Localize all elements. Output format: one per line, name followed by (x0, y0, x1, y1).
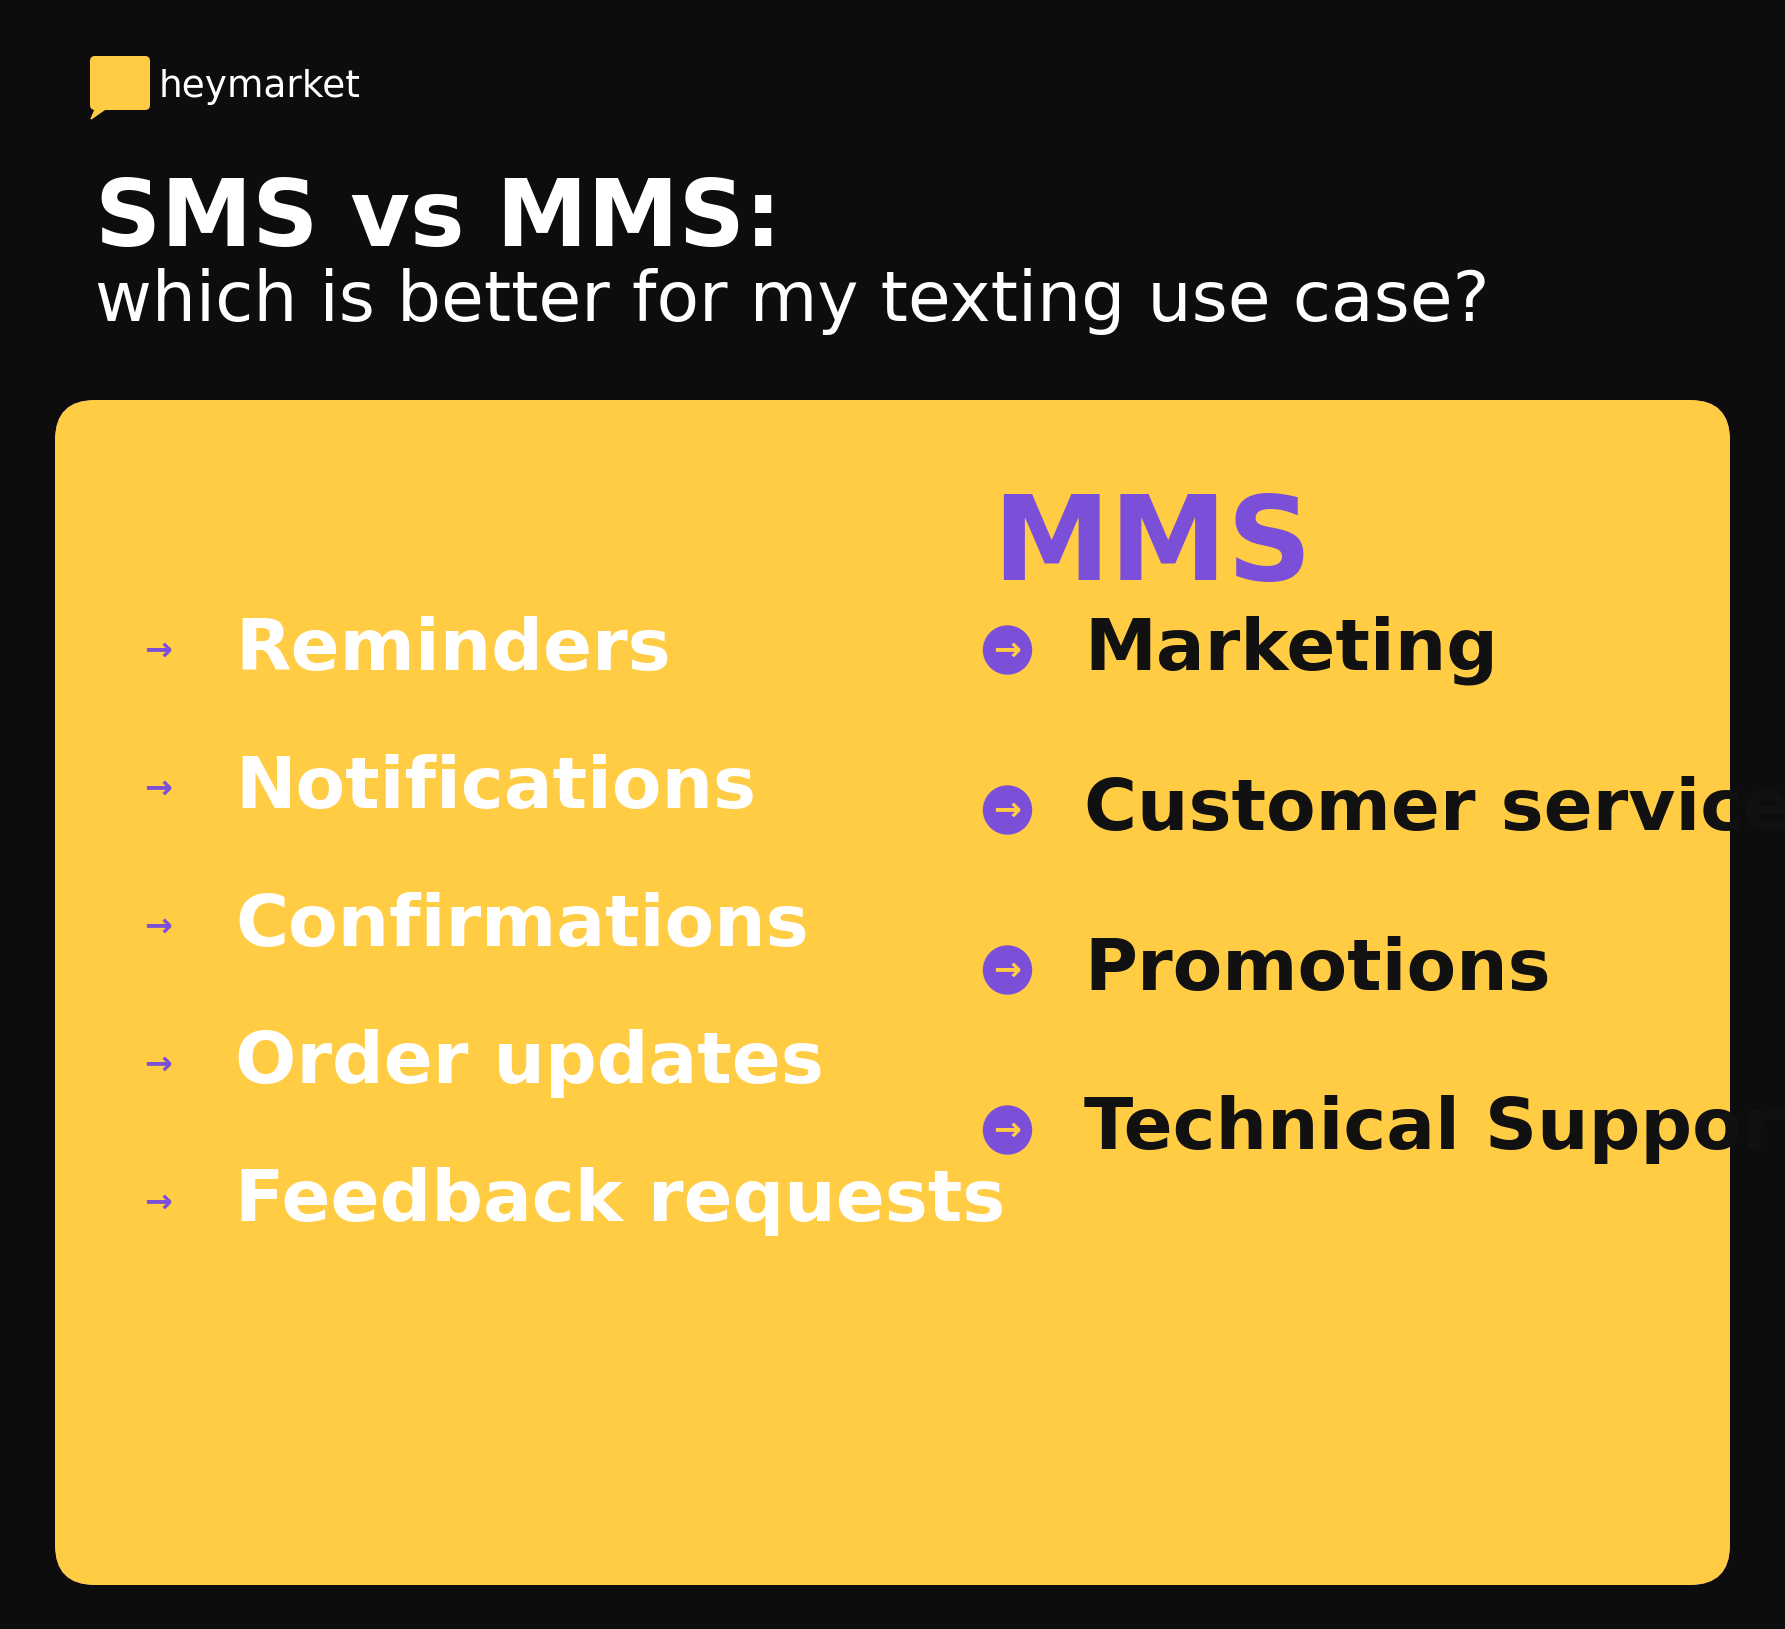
Text: →: → (145, 1186, 171, 1218)
Text: Reminders: Reminders (236, 616, 671, 684)
Circle shape (984, 626, 1032, 674)
Text: Marketing: Marketing (1085, 616, 1498, 684)
Text: Notifications: Notifications (236, 754, 757, 823)
Bar (892, 394, 1740, 1590)
Circle shape (134, 764, 182, 811)
Text: SMS: SMS (145, 490, 432, 604)
Text: →: → (994, 634, 1021, 666)
FancyBboxPatch shape (55, 401, 1730, 1585)
Circle shape (134, 1178, 182, 1227)
Polygon shape (91, 104, 111, 119)
Circle shape (134, 626, 182, 674)
Text: →: → (145, 634, 171, 666)
Text: →: → (994, 793, 1021, 826)
Text: Promotions: Promotions (1085, 935, 1551, 1005)
Text: Confirmations: Confirmations (236, 891, 809, 961)
Circle shape (984, 787, 1032, 834)
Text: SMS vs MMS:: SMS vs MMS: (95, 174, 782, 266)
Circle shape (984, 1106, 1032, 1153)
Text: →: → (994, 953, 1021, 987)
Text: →: → (145, 772, 171, 805)
Text: Order updates: Order updates (236, 1030, 823, 1098)
Text: →: → (994, 1114, 1021, 1147)
Circle shape (984, 946, 1032, 994)
Text: Customer service: Customer service (1085, 775, 1785, 844)
Circle shape (134, 1039, 182, 1088)
Text: MMS: MMS (992, 490, 1312, 604)
Text: Feedback requests: Feedback requests (236, 1168, 1005, 1236)
Text: →: → (145, 909, 171, 943)
Text: →: → (145, 1047, 171, 1080)
Text: which is better for my texting use case?: which is better for my texting use case? (95, 269, 1489, 336)
Circle shape (134, 902, 182, 950)
FancyBboxPatch shape (89, 55, 150, 111)
Text: heymarket: heymarket (159, 68, 361, 104)
FancyBboxPatch shape (55, 401, 1730, 1585)
Text: Technical Support: Technical Support (1085, 1095, 1785, 1165)
